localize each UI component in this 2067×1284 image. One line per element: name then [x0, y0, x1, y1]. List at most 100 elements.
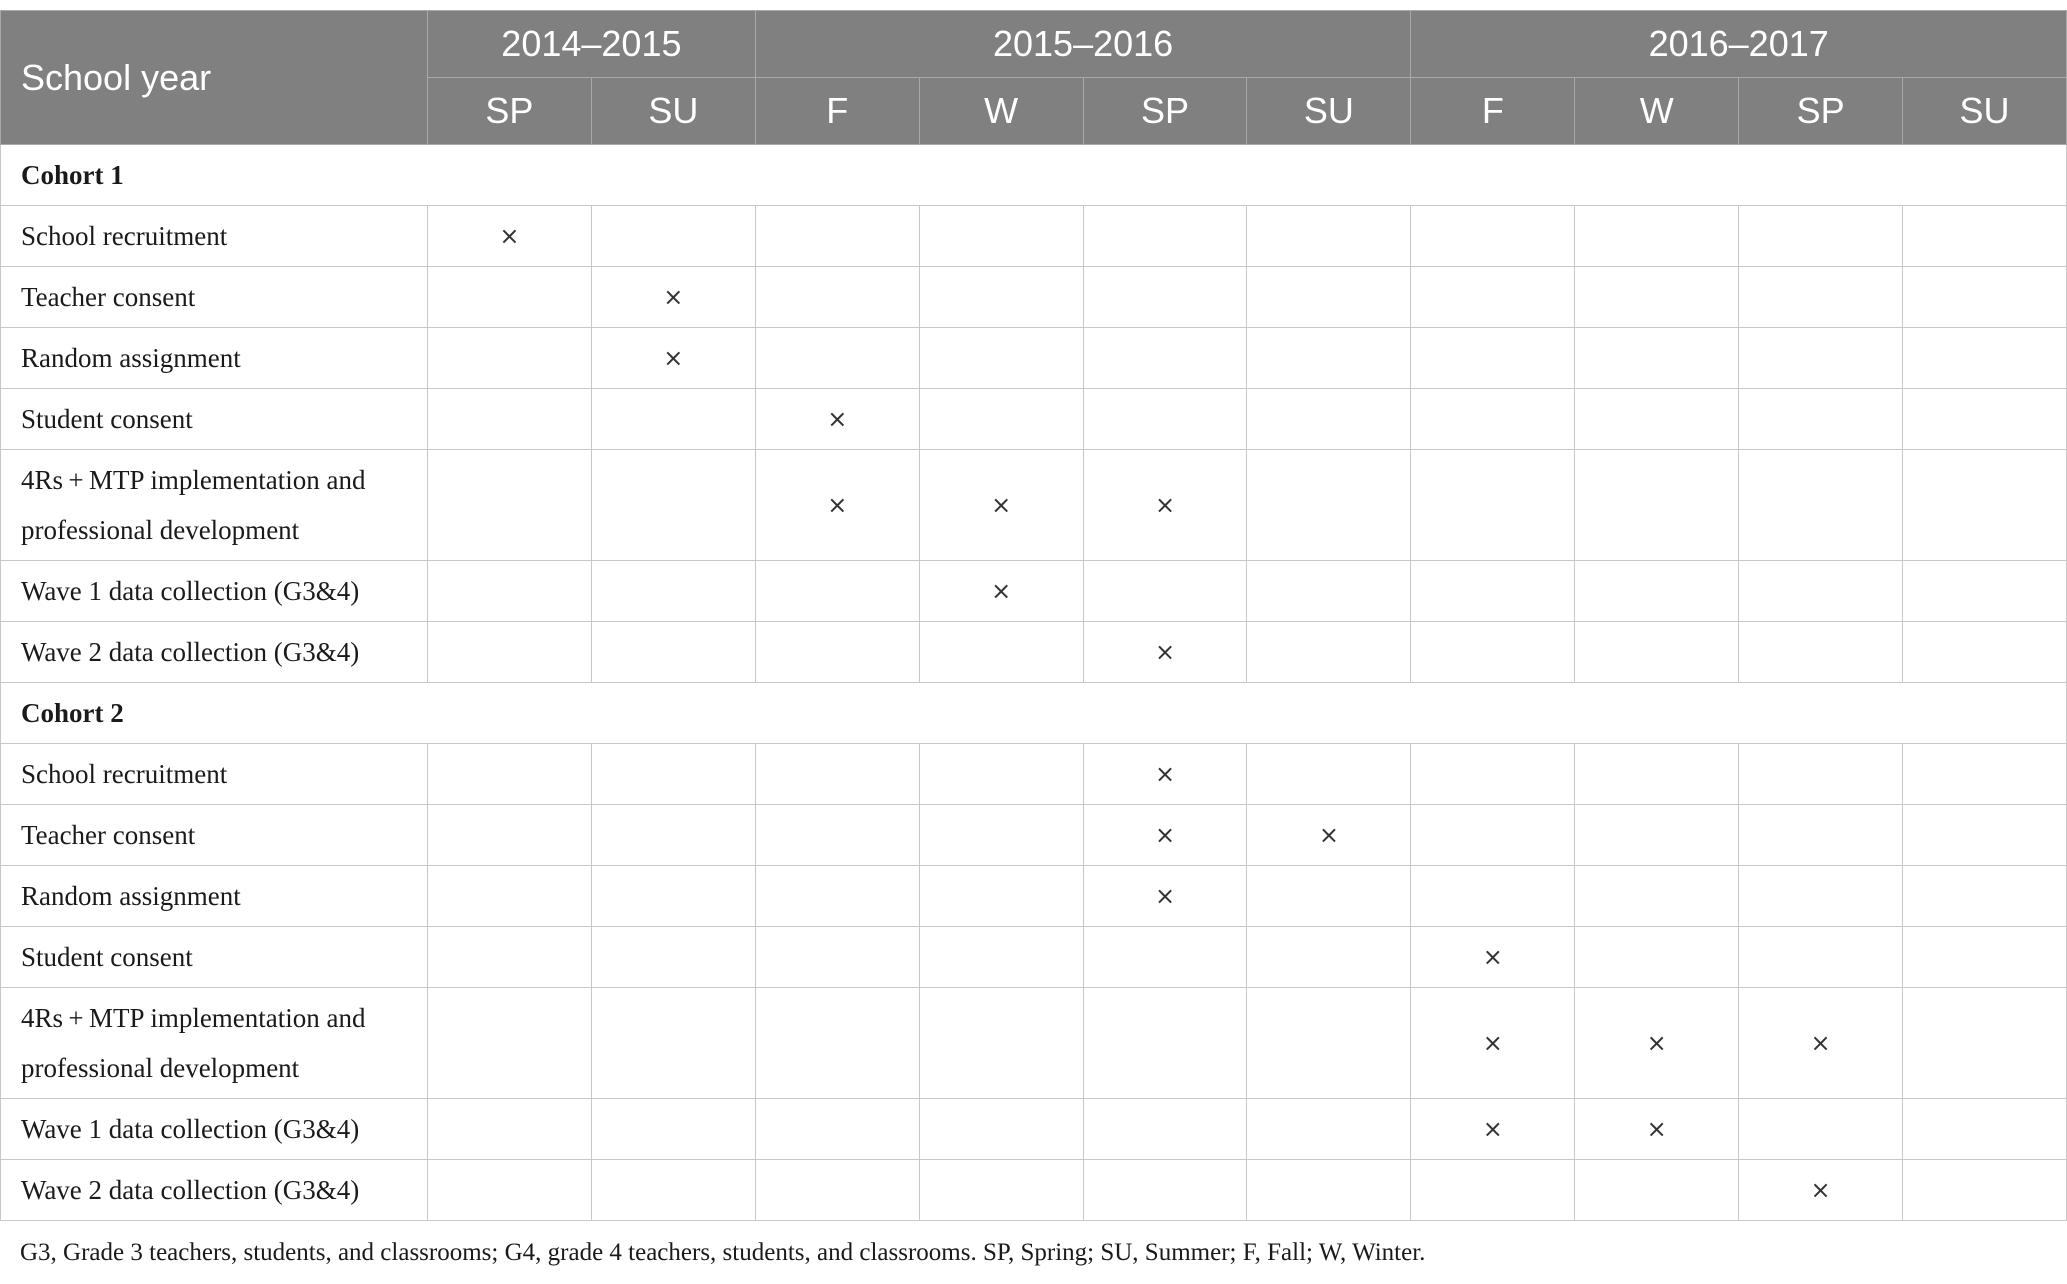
empty-cell [590, 926, 756, 988]
empty-cell [918, 865, 1084, 927]
activity-mark: × [1246, 804, 1412, 866]
activity-mark: × [1738, 1159, 1904, 1221]
empty-cell [1574, 1159, 1740, 1221]
activity-mark: × [1082, 865, 1248, 927]
empty-cell [754, 560, 920, 622]
empty-cell [1246, 266, 1412, 328]
empty-cell [1738, 926, 1904, 988]
empty-cell [1246, 327, 1412, 389]
timeline-table-container: School year 2014–2015 2015–2016 2016–2017 … [0, 10, 2067, 1221]
table-row: Wave 2 data collection (G3&4) × [0, 621, 2067, 683]
empty-cell [427, 1159, 592, 1221]
empty-cell [1574, 388, 1740, 450]
table-row: School recruitment × [0, 743, 2067, 805]
empty-cell [918, 1159, 1084, 1221]
cohort-row: Cohort 2 [0, 682, 2067, 744]
empty-cell [427, 865, 592, 927]
empty-cell [427, 560, 592, 622]
activity-mark: × [754, 388, 920, 450]
empty-cell [754, 865, 920, 927]
empty-cell [754, 1098, 920, 1160]
cohort-row: Cohort 1 [0, 144, 2067, 206]
empty-cell [590, 865, 756, 927]
year-header-row: School year 2014–2015 2015–2016 2016–2017 [0, 10, 2067, 145]
activity-label: 4Rs + MTP implementation and professiona… [0, 449, 428, 561]
empty-cell [427, 266, 592, 328]
empty-cell [1738, 205, 1904, 267]
term-header: SP [1738, 77, 1904, 145]
empty-cell [1410, 804, 1576, 866]
empty-cell [427, 388, 592, 450]
empty-cell [1902, 743, 2067, 805]
empty-cell [1902, 926, 2067, 988]
empty-cell [918, 743, 1084, 805]
table-row: Teacher consent × × [0, 804, 2067, 866]
empty-cell [1246, 621, 1412, 683]
empty-cell [590, 621, 756, 683]
activity-mark: × [1082, 621, 1248, 683]
empty-cell [1082, 1098, 1248, 1160]
empty-cell [590, 1098, 756, 1160]
activity-mark: × [1082, 449, 1248, 561]
empty-cell [1246, 926, 1412, 988]
school-year-header: School year [0, 10, 428, 145]
activity-label: Wave 2 data collection (G3&4) [0, 1159, 428, 1221]
empty-cell [1410, 327, 1576, 389]
empty-cell [427, 987, 592, 1099]
empty-cell [754, 743, 920, 805]
activity-mark: × [427, 205, 592, 267]
empty-cell [1738, 449, 1904, 561]
empty-cell [918, 388, 1084, 450]
empty-cell [1738, 560, 1904, 622]
empty-cell [1902, 327, 2067, 389]
empty-cell [427, 804, 592, 866]
empty-cell [1082, 205, 1248, 267]
empty-cell [427, 327, 592, 389]
activity-label: Teacher consent [0, 804, 428, 866]
empty-cell [1574, 449, 1740, 561]
empty-cell [590, 388, 756, 450]
empty-cell [1410, 621, 1576, 683]
empty-cell [918, 1098, 1084, 1160]
activity-label: Wave 2 data collection (G3&4) [0, 621, 428, 683]
empty-cell [1738, 804, 1904, 866]
empty-cell [754, 266, 920, 328]
empty-cell [1082, 1159, 1248, 1221]
activity-label: Random assignment [0, 865, 428, 927]
table-row: Student consent × [0, 926, 2067, 988]
empty-cell [1574, 804, 1740, 866]
empty-cell [754, 987, 920, 1099]
empty-cell [590, 804, 756, 866]
empty-cell [1410, 266, 1576, 328]
empty-cell [1902, 865, 2067, 927]
empty-cell [1082, 327, 1248, 389]
empty-cell [1410, 560, 1576, 622]
empty-cell [1902, 1159, 2067, 1221]
empty-cell [1082, 987, 1248, 1099]
empty-cell [1082, 388, 1248, 450]
activity-label: Student consent [0, 388, 428, 450]
table-row: Random assignment × [0, 327, 2067, 389]
empty-cell [427, 621, 592, 683]
empty-cell [1574, 621, 1740, 683]
empty-cell [1574, 266, 1740, 328]
empty-cell [754, 926, 920, 988]
empty-cell [1902, 449, 2067, 561]
term-header: SP [1082, 77, 1248, 145]
activity-mark: × [1410, 1098, 1576, 1160]
empty-cell [1246, 743, 1412, 805]
activity-label: 4Rs + MTP implementation and professiona… [0, 987, 428, 1099]
activity-label: Wave 1 data collection (G3&4) [0, 560, 428, 622]
empty-cell [1246, 865, 1412, 927]
activity-mark: × [1082, 804, 1248, 866]
empty-cell [427, 1098, 592, 1160]
empty-cell [1902, 266, 2067, 328]
empty-cell [918, 266, 1084, 328]
activity-mark: × [1410, 987, 1576, 1099]
empty-cell [1246, 987, 1412, 1099]
term-header: SU [1246, 77, 1412, 145]
empty-cell [1246, 1159, 1412, 1221]
empty-cell [918, 327, 1084, 389]
empty-cell [1902, 388, 2067, 450]
empty-cell [1410, 865, 1576, 927]
